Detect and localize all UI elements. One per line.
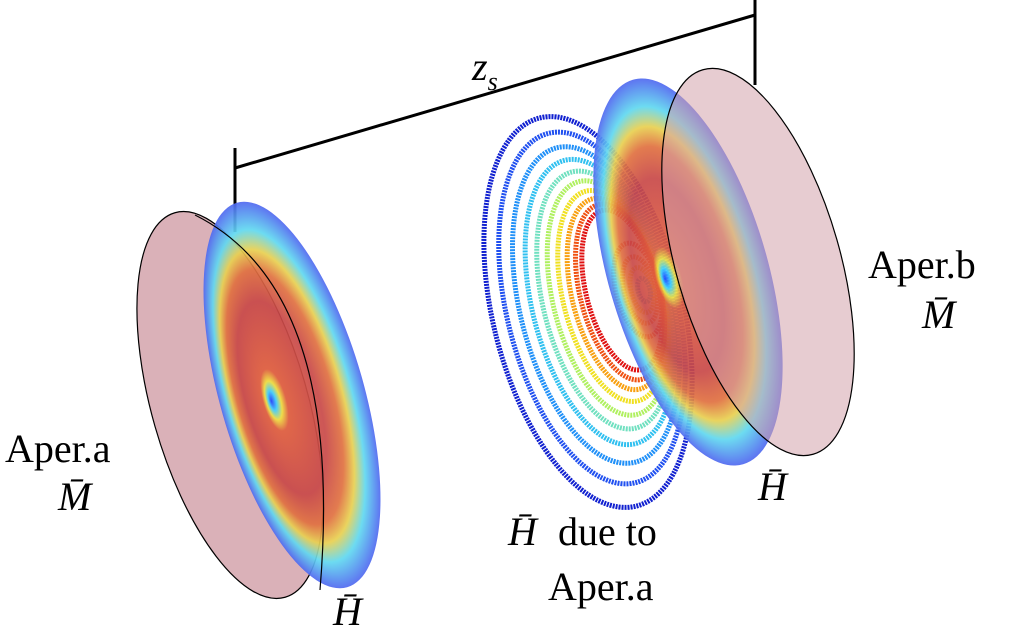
diagram: zs Aper.a M̄ H̄ H̄ due to Aper.a Aper.b … [0,0,1016,638]
aperture-b-name: Aper.b [868,242,976,287]
aperture-b [556,47,892,486]
distance-label: zs [471,44,498,96]
aperture-b-h: H̄ [757,464,789,509]
aperture-a [100,183,416,619]
aperture-a-h: H̄ [332,589,364,634]
aperture-a-m: M̄ [57,474,94,519]
propagated-caption: due to [558,509,657,554]
aperture-a-name: Aper.a [5,426,111,471]
aperture-b-m: M̄ [921,292,958,337]
distance-symbol: z [471,44,488,89]
distance-subscript: s [488,67,498,96]
propagated-source: Aper.a [548,564,654,609]
page: zs Aper.a M̄ H̄ H̄ due to Aper.a Aper.b … [0,0,1016,638]
propagated-field: H̄ [507,509,539,554]
